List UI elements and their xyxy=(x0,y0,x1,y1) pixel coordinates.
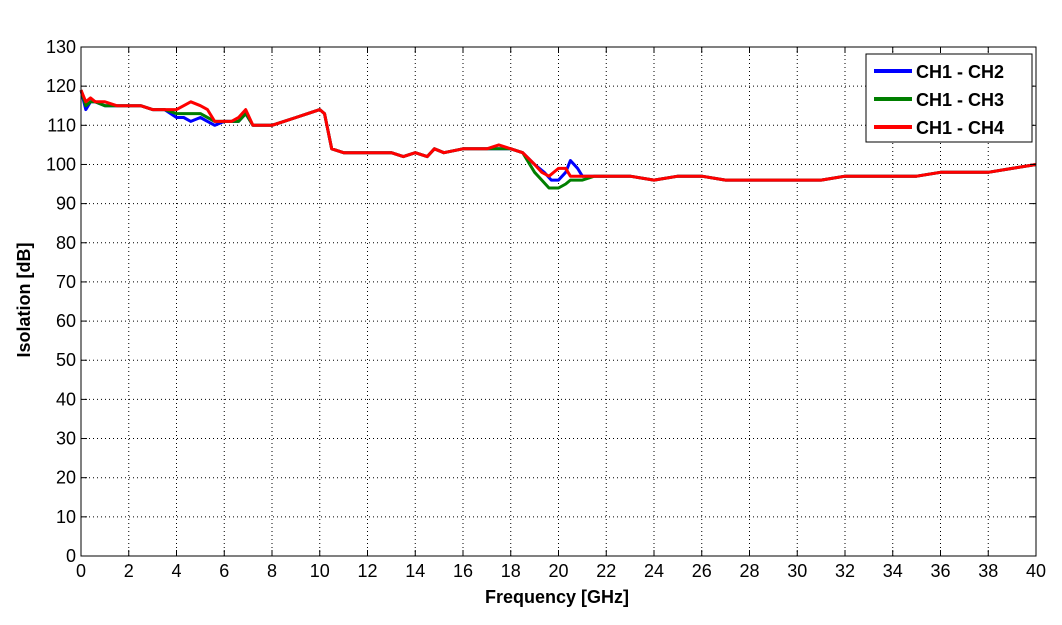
legend-label-ch1-ch3: CH1 - CH3 xyxy=(916,90,1004,110)
y-tick-label: 110 xyxy=(47,115,76,135)
x-tick-label: 0 xyxy=(76,561,86,581)
x-axis-label: Frequency [GHz] xyxy=(485,587,629,607)
legend-label-ch1-ch2: CH1 - CH2 xyxy=(916,62,1004,82)
y-tick-label: 30 xyxy=(56,429,76,449)
series-lines xyxy=(79,89,1037,190)
series-line-ch1-ch4 xyxy=(79,89,1037,182)
x-tick-label: 24 xyxy=(644,561,664,581)
x-tick-label: 4 xyxy=(171,561,181,581)
legend-label-ch1-ch4: CH1 - CH4 xyxy=(916,118,1004,138)
x-tick-label: 26 xyxy=(692,561,712,581)
axes xyxy=(80,46,1037,557)
x-tick-label: 30 xyxy=(787,561,807,581)
y-tick-label: 80 xyxy=(56,233,76,253)
x-tick-label: 8 xyxy=(267,561,277,581)
y-tick-label: 10 xyxy=(56,507,76,527)
legend: CH1 - CH2 CH1 - CH3 CH1 - CH4 xyxy=(865,53,1033,143)
y-tick-label: 120 xyxy=(46,76,76,96)
y-tick-label: 0 xyxy=(66,546,76,566)
x-tick-label: 38 xyxy=(978,561,998,581)
x-tick-label: 32 xyxy=(835,561,855,581)
x-tick-label: 36 xyxy=(930,561,950,581)
x-tick-label: 34 xyxy=(883,561,903,581)
x-tick-labels: 0 2 4 6 8 10 12 14 16 18 20 22 24 26 28 30 32 34 36 38 40 xyxy=(76,561,1046,581)
x-tick-label: 10 xyxy=(310,561,330,581)
y-tick-label: 130 xyxy=(46,37,76,57)
x-tick-label: 6 xyxy=(219,561,229,581)
x-tick-label: 14 xyxy=(405,561,425,581)
y-axis-label: Isolation [dB] xyxy=(14,243,34,358)
x-tick-label: 28 xyxy=(739,561,759,581)
x-tick-label: 12 xyxy=(357,561,377,581)
y-tick-label: 50 xyxy=(56,350,76,370)
x-tick-label: 20 xyxy=(548,561,568,581)
y-tick-labels: 0 10 20 30 40 50 60 70 80 90 100 110 120 130 xyxy=(46,37,76,566)
x-tick-label: 18 xyxy=(501,561,521,581)
y-tick-label: 20 xyxy=(56,468,76,488)
x-tick-label: 40 xyxy=(1026,561,1046,581)
y-tick-label: 70 xyxy=(56,272,76,292)
y-tick-label: 60 xyxy=(56,311,76,331)
y-tick-label: 40 xyxy=(56,389,76,409)
y-tick-label: 100 xyxy=(46,154,76,174)
x-tick-label: 2 xyxy=(124,561,134,581)
x-tick-label: 22 xyxy=(596,561,616,581)
y-tick-label: 90 xyxy=(56,194,76,214)
x-tick-label: 16 xyxy=(453,561,473,581)
